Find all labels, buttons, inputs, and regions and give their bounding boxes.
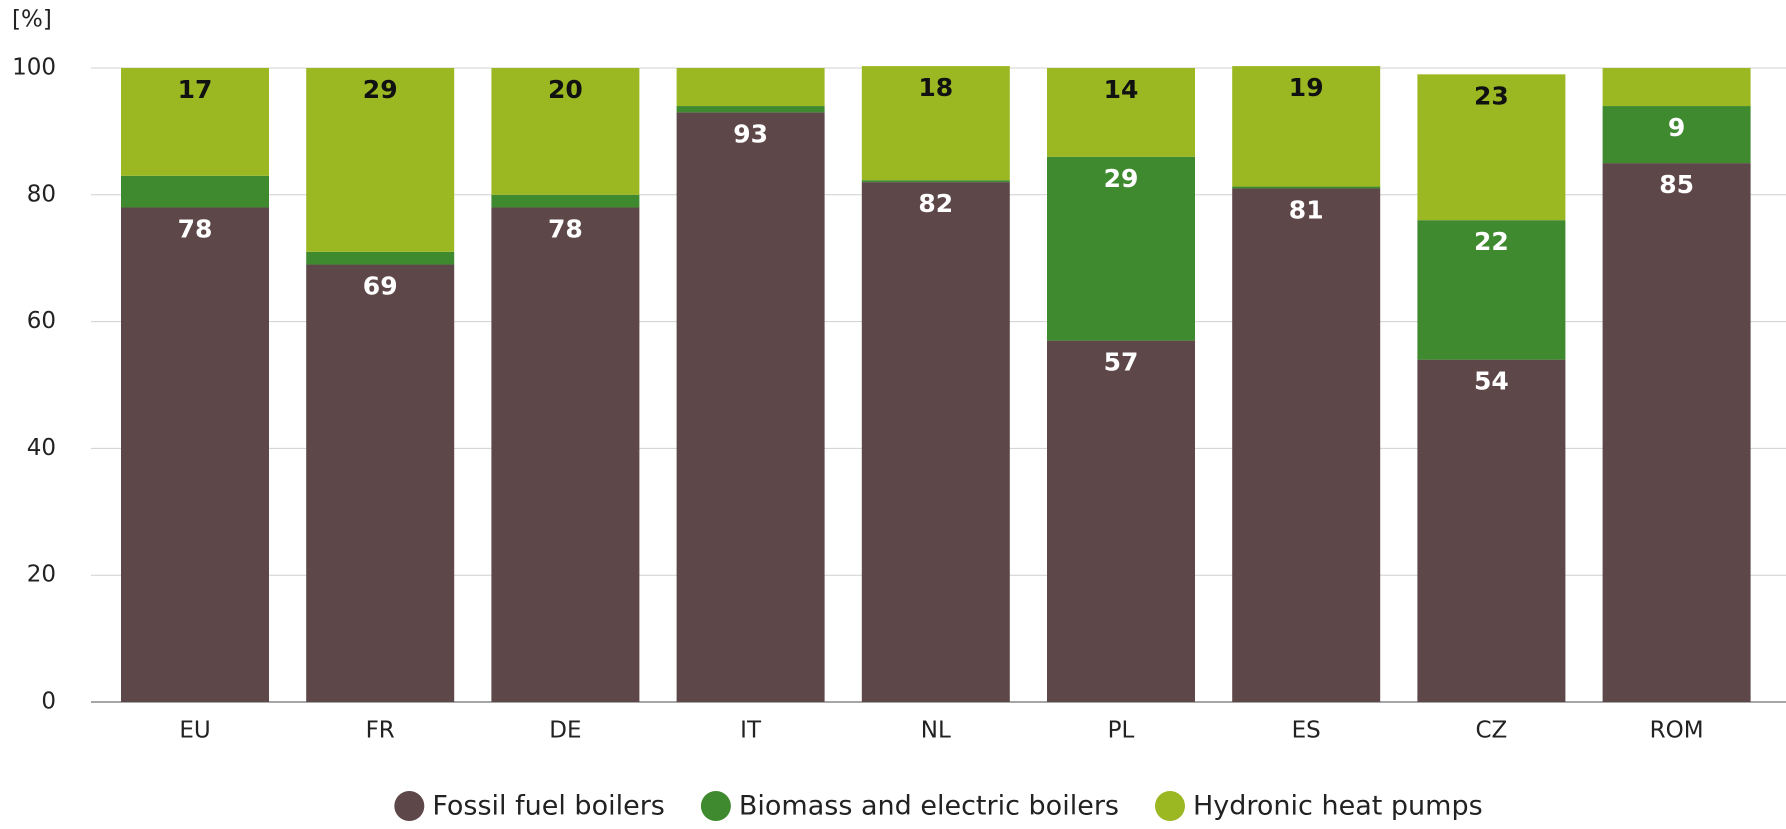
data-label: 20 xyxy=(548,75,583,104)
data-label: 17 xyxy=(178,75,213,104)
bar-segment xyxy=(861,66,1010,181)
bar-segment xyxy=(861,182,1010,702)
x-tick-label: ES xyxy=(1292,718,1321,744)
x-tick-label: ROM xyxy=(1650,718,1704,744)
x-tick-label: EU xyxy=(179,718,210,744)
data-label: 23 xyxy=(1474,81,1509,110)
data-label: 69 xyxy=(363,272,398,301)
x-tick-label: IT xyxy=(740,718,762,744)
data-label: 29 xyxy=(363,75,398,104)
data-label: 29 xyxy=(1104,164,1139,193)
data-label: 18 xyxy=(918,73,953,102)
bar-segment xyxy=(676,106,825,113)
bar-segment xyxy=(1047,156,1195,341)
bar-segment xyxy=(1417,74,1566,221)
y-tick-label: 60 xyxy=(27,308,56,334)
bar-segment xyxy=(1047,68,1195,157)
bar-segment xyxy=(121,68,269,176)
x-tick-label: CZ xyxy=(1475,718,1507,744)
bar-segment xyxy=(1232,186,1381,189)
x-tick-label: FR xyxy=(366,718,395,744)
bar-segment xyxy=(491,68,640,195)
y-tick-label: 40 xyxy=(27,435,56,461)
data-label: 22 xyxy=(1474,227,1509,256)
bar-segment xyxy=(121,175,269,208)
bar-segment xyxy=(491,194,640,208)
y-axis-label: [%] xyxy=(12,7,52,33)
bar-segment xyxy=(676,112,825,702)
bar-segment xyxy=(306,264,455,702)
bar-segment xyxy=(1417,359,1566,702)
data-label: 9 xyxy=(1668,113,1685,142)
x-tick-label: NL xyxy=(921,718,951,744)
bar-segment xyxy=(1232,188,1381,702)
data-label: 85 xyxy=(1659,170,1694,199)
data-label: 54 xyxy=(1474,367,1509,396)
legend-label: Hydronic heat pumps xyxy=(1193,791,1483,822)
bar-segment xyxy=(1232,66,1381,187)
data-label: 93 xyxy=(733,119,768,148)
data-label: 57 xyxy=(1104,348,1139,377)
y-tick-label: 100 xyxy=(12,55,56,81)
x-tick-label: DE xyxy=(549,718,581,744)
legend-label: Biomass and electric boilers xyxy=(739,791,1119,822)
data-label: 81 xyxy=(1289,195,1324,224)
bar-segment xyxy=(676,68,825,107)
data-label: 78 xyxy=(548,214,583,243)
y-tick-label: 0 xyxy=(41,689,56,715)
bar-segment xyxy=(121,207,269,703)
bar-segment xyxy=(1602,163,1751,703)
bar-segment xyxy=(306,251,455,265)
x-tick-label: PL xyxy=(1108,718,1135,744)
bar-segment xyxy=(1047,340,1195,702)
bar-segment xyxy=(491,207,640,703)
bar-segment xyxy=(1417,220,1566,360)
data-label: 82 xyxy=(918,189,953,218)
data-label: 14 xyxy=(1104,75,1139,104)
data-label: 78 xyxy=(178,214,213,243)
bar-segment xyxy=(1602,106,1751,164)
data-label: 19 xyxy=(1289,73,1324,102)
legend-swatch xyxy=(1154,791,1185,821)
legend-label: Fossil fuel boilers xyxy=(432,791,665,822)
legend-swatch xyxy=(700,791,731,821)
y-tick-label: 80 xyxy=(27,181,56,207)
bar-segment xyxy=(306,68,455,252)
bar-segment xyxy=(861,180,1010,183)
legend-swatch xyxy=(394,791,425,821)
y-tick-label: 20 xyxy=(27,562,56,588)
bar-segment xyxy=(1602,68,1751,107)
